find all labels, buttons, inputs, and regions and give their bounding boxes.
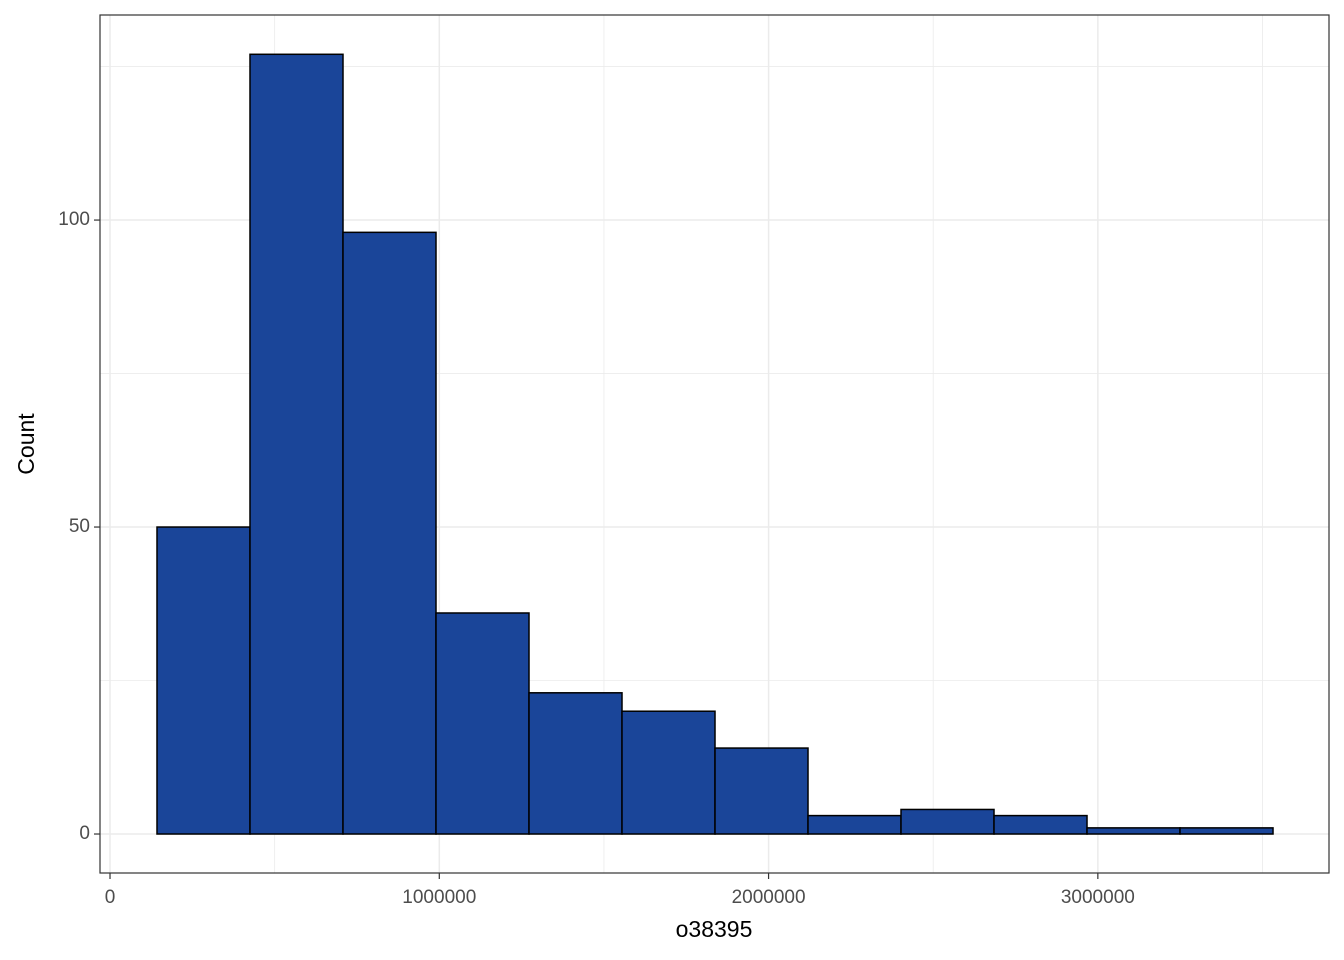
x-tick-label: 2000000 <box>732 887 806 908</box>
bar <box>621 710 716 835</box>
x-axis-title: o38395 <box>676 916 753 942</box>
bar <box>1086 827 1181 835</box>
bar <box>807 814 902 835</box>
bar <box>1179 827 1274 835</box>
y-tick-label: 50 <box>69 516 90 537</box>
x-tick-label: 0 <box>105 887 116 908</box>
bar <box>342 231 437 835</box>
x-tick-label: 3000000 <box>1061 887 1135 908</box>
bar <box>156 526 251 835</box>
bar <box>435 612 530 835</box>
bar <box>900 808 995 835</box>
y-tick-label: 0 <box>79 823 90 844</box>
panel-border <box>99 14 1330 874</box>
y-axis-title: Count <box>13 413 39 475</box>
x-tick-label: 1000000 <box>402 887 476 908</box>
bar <box>528 692 623 835</box>
bars <box>156 53 1274 835</box>
y-tick-label: 100 <box>58 209 90 230</box>
bar <box>249 53 344 835</box>
bar <box>993 814 1088 835</box>
bar <box>714 747 809 835</box>
